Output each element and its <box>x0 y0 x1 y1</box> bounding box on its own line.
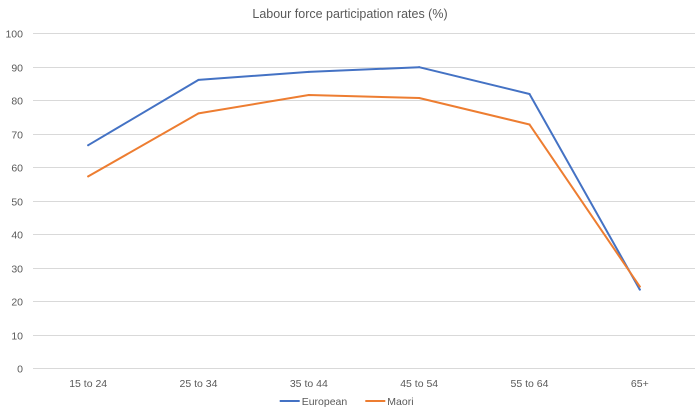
data-point-maori <box>197 112 200 115</box>
data-point-european <box>307 70 310 73</box>
data-point-european <box>87 144 90 147</box>
y-tick-label: 40 <box>11 230 23 242</box>
data-point-european <box>418 66 421 69</box>
y-tick-label: 20 <box>11 297 23 309</box>
y-tick-label: 0 <box>17 364 23 376</box>
y-axis-tick-labels: 0 10 20 30 40 50 60 70 80 90 100 <box>5 29 23 376</box>
data-point-maori <box>307 93 310 96</box>
data-point-maori <box>418 96 421 99</box>
data-point-european <box>638 288 641 291</box>
legend-label-european: European <box>302 396 348 408</box>
x-axis-tick-labels: 15 to 24 25 to 34 35 to 44 45 to 54 55 to 64… <box>69 378 649 390</box>
y-tick-label: 90 <box>11 63 23 75</box>
x-tick-label: 15 to 24 <box>69 378 107 390</box>
legend-label-maori: Maori <box>387 396 413 408</box>
gridlines <box>33 33 695 336</box>
data-point-european <box>197 78 200 81</box>
series-line-maori <box>87 94 641 288</box>
y-tick-label: 80 <box>11 96 23 108</box>
data-point-maori <box>638 285 641 288</box>
y-tick-label: 30 <box>11 264 23 276</box>
chart-title: Labour force participation rates (%) <box>252 7 447 21</box>
y-tick-label: 10 <box>11 331 23 343</box>
series-lines <box>87 66 641 291</box>
y-tick-label: 60 <box>11 163 23 175</box>
x-tick-label: 25 to 34 <box>180 378 218 390</box>
data-point-maori <box>528 123 531 126</box>
data-point-maori <box>87 175 90 178</box>
legend: European Maori <box>279 396 414 408</box>
series-line-european <box>87 66 641 291</box>
data-point-european <box>528 92 531 95</box>
x-tick-label: 55 to 64 <box>511 378 549 390</box>
x-tick-label: 45 to 54 <box>400 378 438 390</box>
y-tick-label: 50 <box>11 197 23 209</box>
x-tick-label: 35 to 44 <box>290 378 328 390</box>
y-tick-label: 70 <box>11 130 23 142</box>
y-tick-label: 100 <box>5 29 23 41</box>
x-tick-label: 65+ <box>631 378 649 390</box>
